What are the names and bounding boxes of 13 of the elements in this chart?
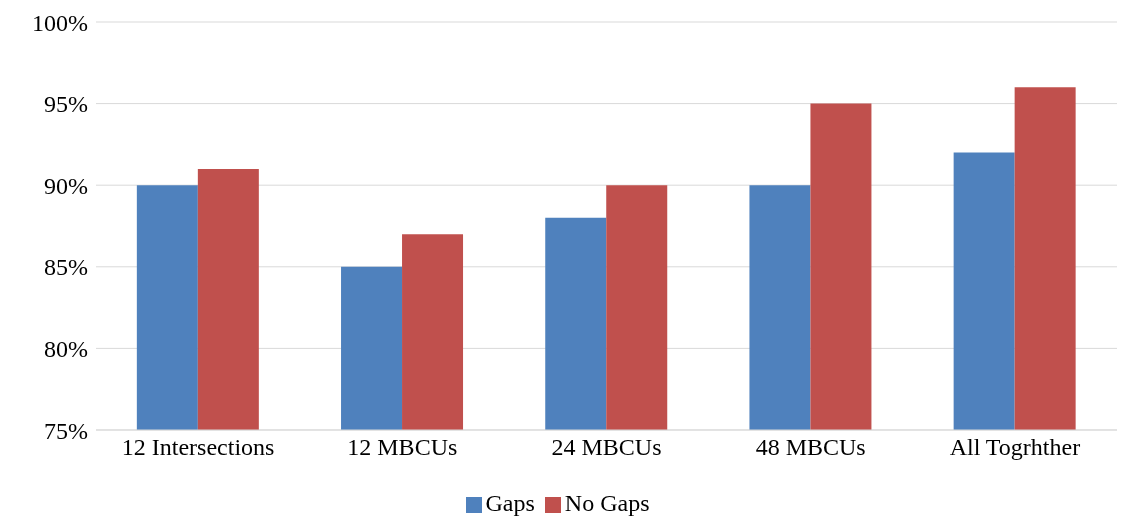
y-tick-label: 90% — [44, 172, 88, 199]
legend-label: Gaps — [485, 490, 535, 516]
legend-label: No Gaps — [564, 490, 650, 516]
y-tick-label: 75% — [44, 417, 88, 444]
x-tick-label: 12 Intersections — [121, 434, 275, 461]
y-tick-label: 85% — [44, 254, 88, 281]
y-tick-label: 100% — [32, 9, 88, 36]
x-tick-label: All Togrhther — [949, 434, 1081, 461]
y-tick-label: 80% — [44, 335, 88, 362]
y-tick-label: 95% — [44, 91, 88, 118]
x-tick-label: 24 MBCUs — [551, 434, 662, 461]
x-tick-label: 48 MBCUs — [755, 434, 866, 461]
x-tick-label: 12 MBCUs — [347, 434, 458, 461]
